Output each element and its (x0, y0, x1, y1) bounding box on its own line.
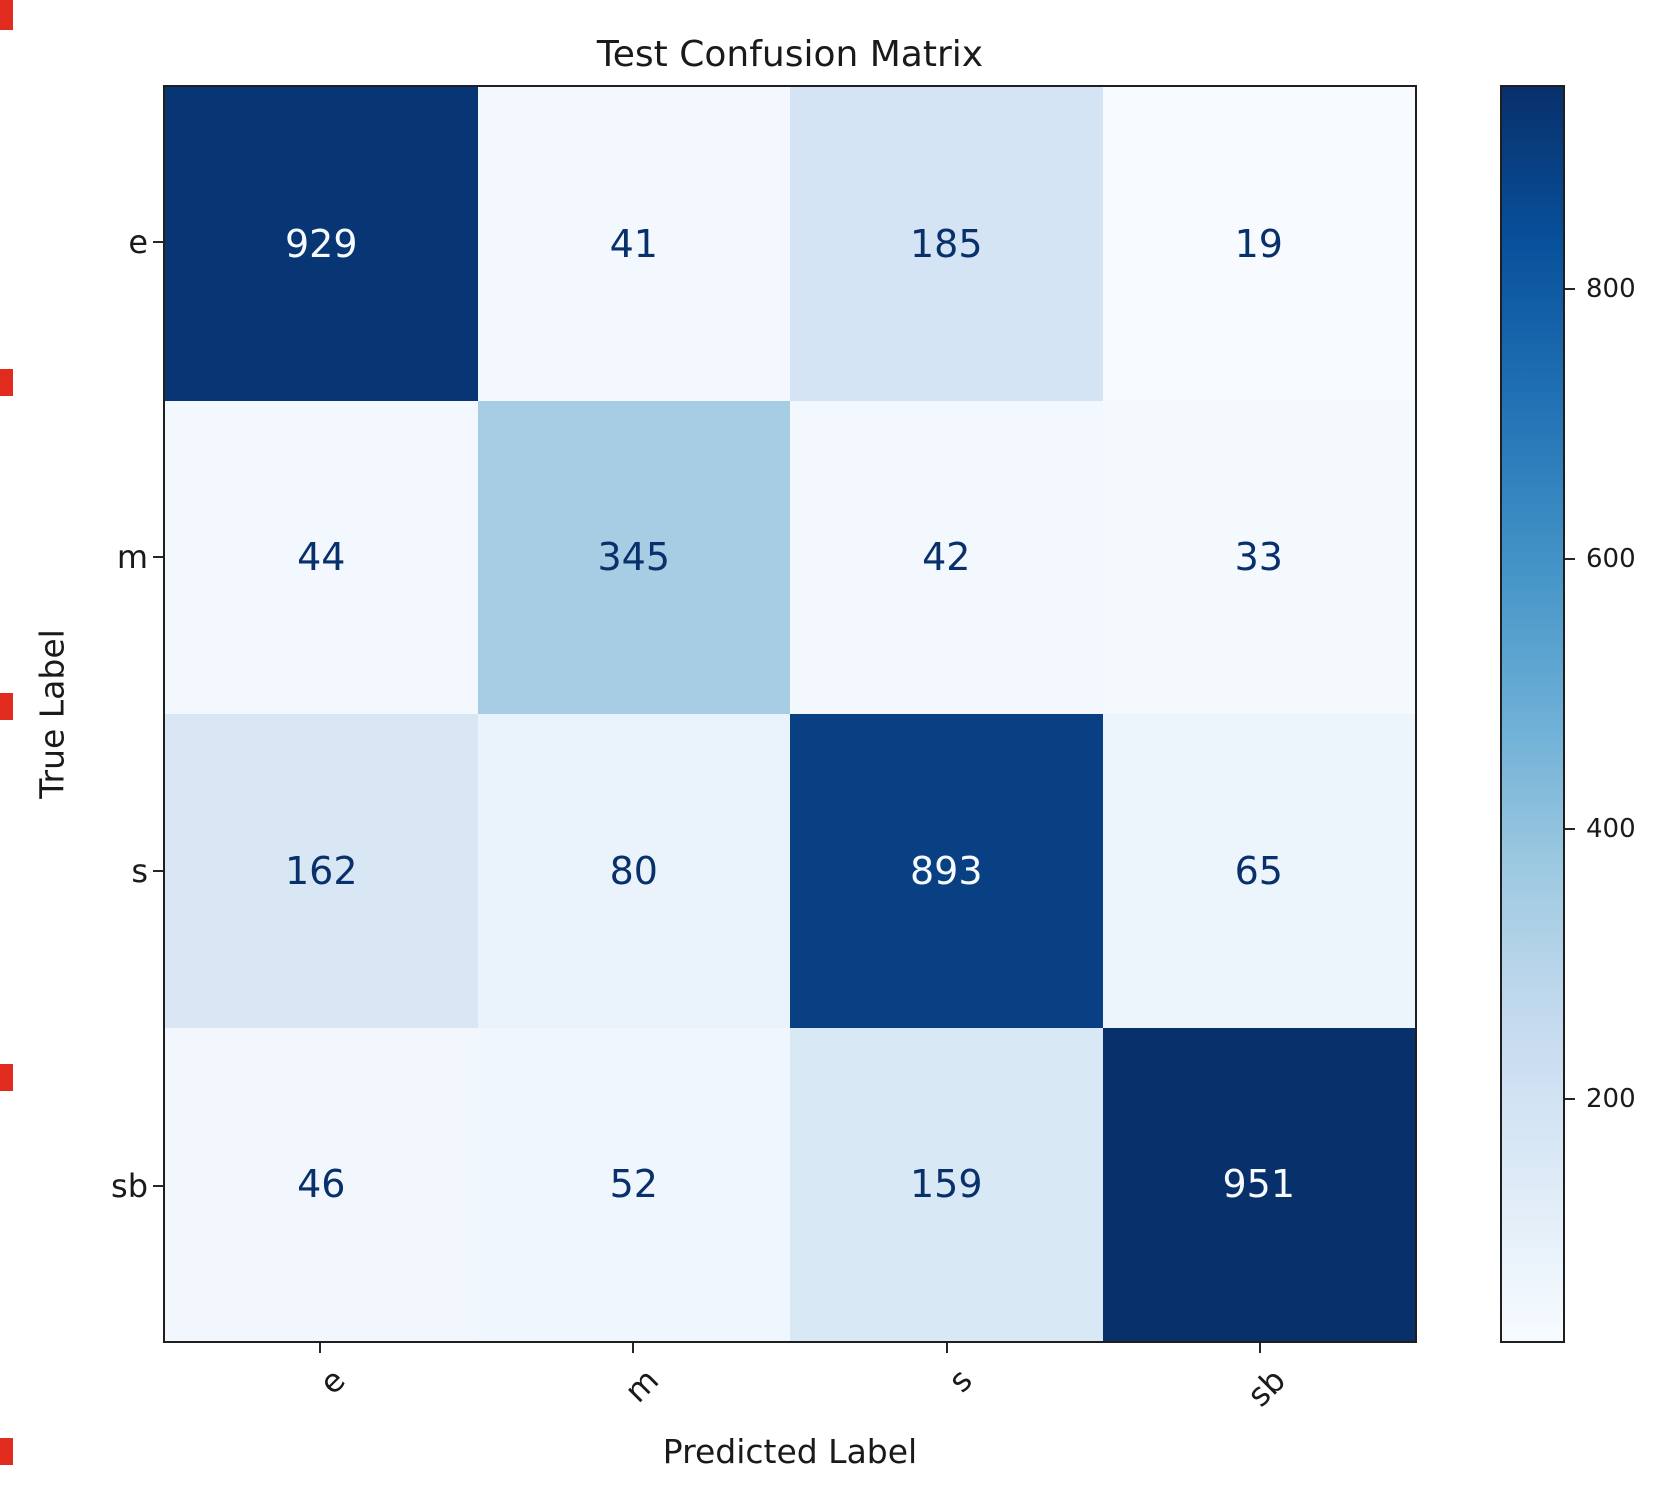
matrix-cell: 41 (477, 87, 790, 401)
x-tick-label: e (311, 1361, 353, 1402)
y-axis-label: True Label (32, 629, 72, 799)
matrix-cell: 52 (477, 1027, 790, 1341)
matrix-cell: 65 (1102, 714, 1415, 1028)
x-tick-mark (318, 1343, 321, 1353)
colorbar-tick-mark (1565, 287, 1575, 290)
matrix-cell: 33 (1102, 400, 1415, 714)
matrix-cell: 185 (790, 87, 1103, 401)
x-tick-mark (945, 1343, 948, 1353)
y-tick-label: e (128, 223, 148, 262)
colorbar-tick-label: 800 (1586, 273, 1636, 304)
y-tick-mark (153, 241, 163, 244)
colorbar-tick-mark (1565, 827, 1575, 830)
matrix-cell: 44 (165, 400, 478, 714)
matrix-cell: 929 (165, 87, 478, 401)
x-tick-label: m (617, 1361, 667, 1410)
x-axis-label: Predicted Label (662, 1432, 918, 1471)
y-tick-label: sb (111, 1166, 148, 1205)
matrix-cell: 893 (790, 714, 1103, 1028)
left-edge-artifact (0, 1064, 13, 1091)
colorbar-tick-label: 600 (1586, 543, 1636, 574)
matrix-cell: 42 (790, 400, 1103, 714)
x-tick-label: s (940, 1361, 980, 1400)
matrix-cell: 19 (1102, 87, 1415, 401)
colorbar-tick-label: 200 (1586, 1083, 1636, 1114)
x-tick-mark (1259, 1343, 1262, 1353)
y-tick-mark (153, 870, 163, 873)
matrix-cell: 159 (790, 1027, 1103, 1341)
colorbar-tick-mark (1565, 557, 1575, 560)
x-tick-mark (632, 1343, 635, 1353)
matrix-cell: 80 (477, 714, 790, 1028)
y-tick-label: m (116, 537, 148, 576)
x-tick-label: sb (1240, 1361, 1294, 1415)
colorbar (1500, 85, 1565, 1343)
y-tick-mark (153, 1184, 163, 1187)
chart-title: Test Confusion Matrix (596, 34, 984, 75)
matrix-cell: 951 (1102, 1027, 1415, 1341)
left-edge-artifact (0, 1438, 13, 1465)
y-tick-mark (153, 555, 163, 558)
matrix-cell: 46 (165, 1027, 478, 1341)
left-edge-artifact (0, 0, 13, 30)
heatmap-grid: 929 41 185 19 44 345 42 33 162 80 893 65 46 52 159 951 (163, 85, 1417, 1343)
matrix-cell: 345 (477, 400, 790, 714)
y-tick-label: s (131, 852, 148, 891)
left-edge-artifact (0, 693, 13, 720)
matrix-cell: 162 (165, 714, 478, 1028)
left-edge-artifact (0, 369, 13, 396)
colorbar-tick-mark (1565, 1097, 1575, 1100)
colorbar-tick-label: 400 (1586, 813, 1636, 844)
